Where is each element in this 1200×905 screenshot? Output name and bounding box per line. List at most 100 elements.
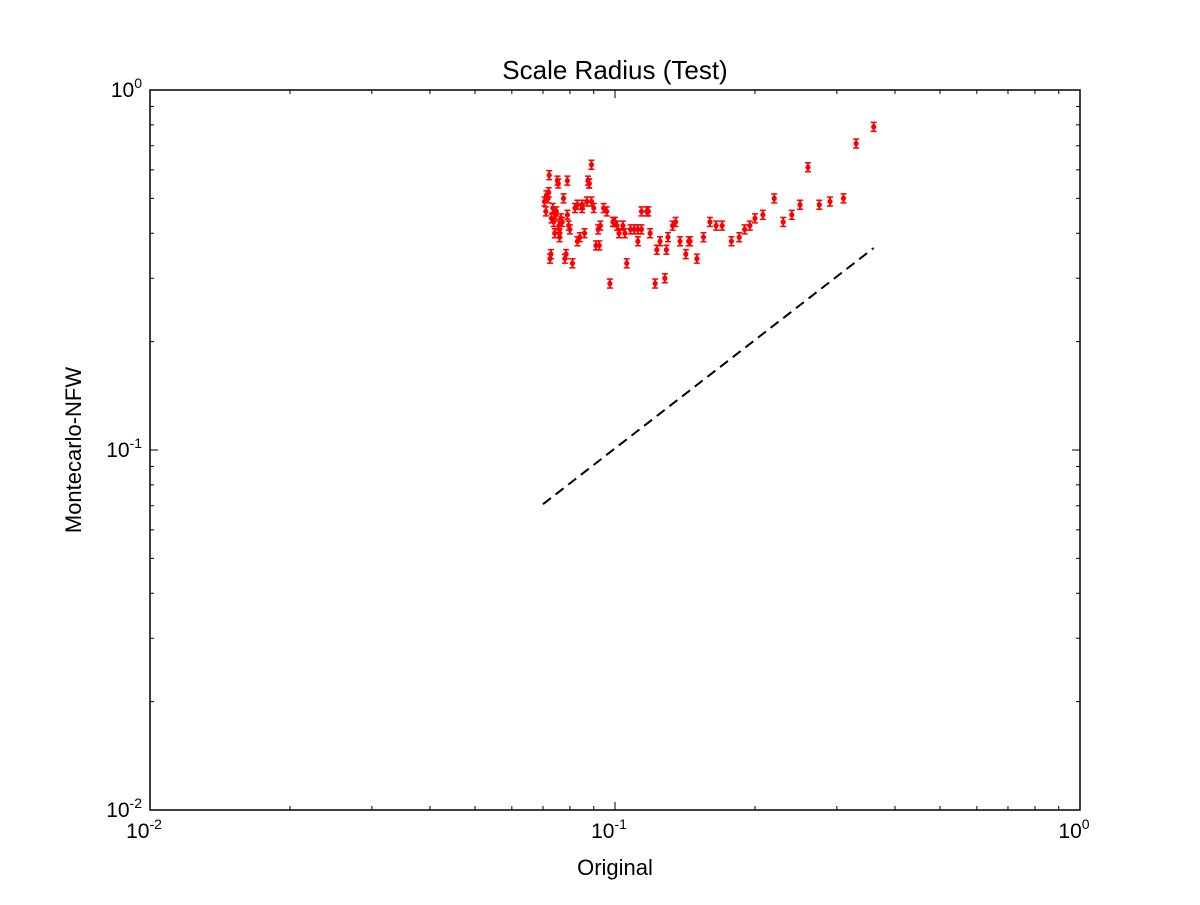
data-marker xyxy=(622,230,628,236)
data-point xyxy=(634,224,641,235)
data-point xyxy=(566,224,573,235)
data-point xyxy=(661,272,668,284)
data-marker xyxy=(673,219,679,225)
data-point xyxy=(771,193,778,204)
data-marker xyxy=(559,219,565,225)
data-point xyxy=(664,231,671,243)
data-point xyxy=(663,244,670,255)
data-point xyxy=(579,202,586,214)
data-point xyxy=(728,236,735,247)
data-point xyxy=(693,253,700,264)
data-point xyxy=(556,231,563,243)
data-point xyxy=(788,209,795,221)
data-point xyxy=(700,231,707,243)
data-marker xyxy=(546,172,552,178)
y-tick-label: 10-1 xyxy=(106,435,142,462)
data-point xyxy=(647,228,654,239)
y-tick-label: 100 xyxy=(111,75,142,102)
data-marker xyxy=(574,202,580,208)
data-point xyxy=(588,159,595,170)
data-marker xyxy=(665,234,671,240)
data-marker xyxy=(588,162,595,168)
data-marker xyxy=(677,238,683,244)
data-marker xyxy=(555,180,561,187)
x-tick-label: 10-2 xyxy=(126,816,162,843)
data-marker xyxy=(620,223,626,229)
data-marker xyxy=(736,234,742,240)
data-point xyxy=(564,175,571,186)
data-marker xyxy=(683,251,689,257)
data-marker xyxy=(771,195,777,201)
data-point xyxy=(609,216,616,228)
data-marker xyxy=(657,238,663,244)
data-marker xyxy=(654,247,660,253)
data-point xyxy=(804,162,811,173)
data-marker xyxy=(805,164,811,170)
data-marker xyxy=(686,238,692,244)
data-marker xyxy=(742,226,748,232)
data-point xyxy=(827,196,834,207)
data-point xyxy=(555,178,562,189)
data-marker xyxy=(638,208,645,215)
data-marker xyxy=(586,180,592,187)
data-marker xyxy=(871,124,877,130)
data-point xyxy=(559,216,566,228)
y-tick-label: 10-2 xyxy=(106,795,142,822)
data-marker xyxy=(635,226,641,232)
data-marker xyxy=(627,226,634,232)
data-point xyxy=(840,193,847,204)
data-point xyxy=(736,231,743,243)
data-marker xyxy=(551,219,557,225)
data-point xyxy=(560,193,567,204)
data-point xyxy=(645,206,652,217)
data-point xyxy=(574,236,581,247)
x-axis-label: Original xyxy=(577,855,653,880)
data-marker xyxy=(631,226,637,232)
data-point xyxy=(853,138,860,149)
data-point xyxy=(596,240,603,251)
data-marker xyxy=(662,275,668,281)
data-point xyxy=(590,202,597,214)
data-marker xyxy=(853,140,859,147)
data-marker xyxy=(567,226,573,232)
data-point xyxy=(621,228,628,239)
data-marker xyxy=(579,205,585,211)
data-marker xyxy=(797,202,803,208)
data-point xyxy=(542,206,549,217)
data-marker xyxy=(552,230,558,236)
data-point xyxy=(547,248,554,260)
data-marker xyxy=(635,238,641,244)
data-point xyxy=(706,216,713,228)
data-marker xyxy=(760,212,766,218)
data-marker xyxy=(652,280,658,287)
data-point xyxy=(553,206,560,217)
data-marker xyxy=(584,198,590,205)
data-point xyxy=(569,258,576,269)
data-marker xyxy=(597,223,603,229)
data-point xyxy=(652,278,659,289)
data-point xyxy=(603,206,610,217)
data-marker xyxy=(560,195,567,201)
data-marker xyxy=(816,202,822,208)
data-marker xyxy=(616,230,622,236)
data-point xyxy=(746,220,753,231)
data-layer xyxy=(541,121,877,505)
data-marker xyxy=(647,230,653,236)
data-marker xyxy=(614,223,620,229)
data-point xyxy=(759,209,766,221)
data-marker xyxy=(553,208,559,215)
data-point xyxy=(623,258,630,269)
data-point xyxy=(631,224,638,235)
data-marker xyxy=(752,215,758,221)
data-point xyxy=(653,244,660,255)
data-marker xyxy=(556,234,563,240)
data-point xyxy=(816,199,823,211)
data-marker xyxy=(827,198,833,205)
data-marker xyxy=(624,260,630,266)
data-point xyxy=(713,220,720,231)
data-point xyxy=(606,278,613,289)
data-marker xyxy=(596,242,602,249)
data-marker xyxy=(607,280,613,287)
data-point xyxy=(634,236,641,247)
